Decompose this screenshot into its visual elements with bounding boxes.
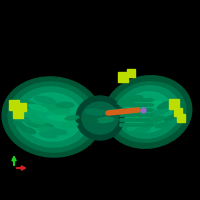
FancyArrow shape <box>120 123 154 127</box>
Ellipse shape <box>145 116 165 124</box>
Ellipse shape <box>62 122 78 128</box>
FancyArrow shape <box>120 98 154 102</box>
Ellipse shape <box>65 116 79 120</box>
FancyArrow shape <box>120 118 154 122</box>
Ellipse shape <box>82 102 118 134</box>
Ellipse shape <box>34 96 56 104</box>
Ellipse shape <box>138 102 162 108</box>
Ellipse shape <box>116 86 180 138</box>
Bar <box>177 114 185 122</box>
Ellipse shape <box>17 99 43 111</box>
Ellipse shape <box>8 82 96 152</box>
Point <box>141 108 145 112</box>
FancyArrow shape <box>120 103 154 107</box>
Ellipse shape <box>40 104 70 112</box>
Ellipse shape <box>25 116 45 124</box>
Ellipse shape <box>54 109 70 115</box>
Bar <box>174 108 182 116</box>
Ellipse shape <box>28 104 48 112</box>
FancyArrow shape <box>120 113 154 117</box>
Ellipse shape <box>127 103 153 113</box>
Ellipse shape <box>39 132 57 138</box>
Ellipse shape <box>14 108 36 116</box>
Ellipse shape <box>38 127 62 133</box>
Ellipse shape <box>110 82 186 142</box>
Ellipse shape <box>14 121 26 129</box>
Ellipse shape <box>127 125 143 131</box>
Ellipse shape <box>47 115 73 121</box>
Ellipse shape <box>104 109 120 115</box>
Ellipse shape <box>158 101 172 109</box>
Ellipse shape <box>76 96 124 140</box>
Ellipse shape <box>14 114 30 122</box>
Ellipse shape <box>22 93 82 141</box>
Ellipse shape <box>164 115 176 121</box>
Ellipse shape <box>155 122 169 128</box>
Bar <box>18 103 26 111</box>
Ellipse shape <box>118 110 132 114</box>
Ellipse shape <box>150 108 170 116</box>
Ellipse shape <box>49 129 67 135</box>
FancyArrow shape <box>120 108 154 112</box>
Ellipse shape <box>117 96 143 104</box>
Ellipse shape <box>20 126 36 134</box>
Ellipse shape <box>2 77 102 157</box>
Ellipse shape <box>85 109 105 115</box>
Ellipse shape <box>104 76 192 148</box>
Ellipse shape <box>134 127 150 133</box>
Bar <box>127 69 135 77</box>
Bar <box>118 72 128 82</box>
Ellipse shape <box>139 122 157 128</box>
Ellipse shape <box>127 115 149 121</box>
Bar <box>169 99 179 109</box>
Ellipse shape <box>82 117 98 123</box>
Ellipse shape <box>124 92 172 132</box>
Bar <box>9 100 19 110</box>
Ellipse shape <box>56 102 74 108</box>
Ellipse shape <box>26 121 54 129</box>
Ellipse shape <box>96 117 114 123</box>
Bar <box>13 108 23 118</box>
Ellipse shape <box>14 87 90 147</box>
